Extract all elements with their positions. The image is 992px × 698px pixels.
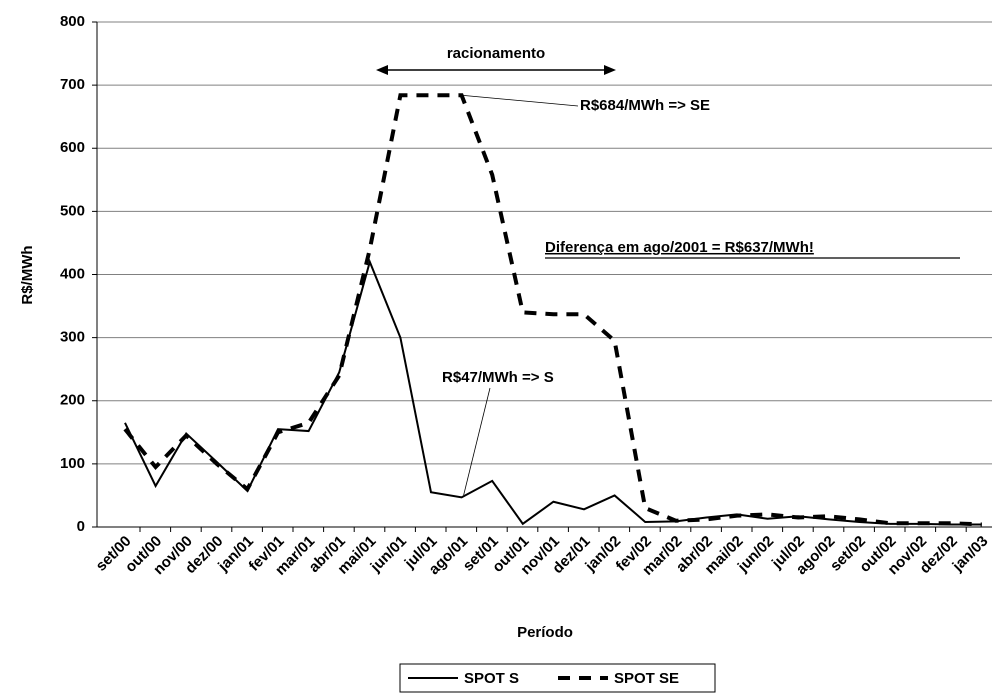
y-tick-label: 0 [77, 518, 85, 535]
leader-line [461, 94, 579, 107]
y-tick-label: 400 [60, 265, 85, 282]
annotation: Diferença em ago/2001 = R$637/MWh! [545, 239, 814, 256]
y-tick-label: 100 [60, 455, 85, 472]
annotation: racionamento [447, 45, 545, 62]
leader-line [463, 387, 491, 496]
y-axis-label: R$/MWh [19, 245, 36, 304]
series-line [123, 93, 982, 527]
y-tick-label: 800 [60, 13, 85, 30]
annotation: R$47/MWh => S [442, 369, 554, 386]
y-tick-label: 700 [60, 76, 85, 93]
arrow-head [604, 65, 616, 75]
y-tick-label: 500 [60, 202, 85, 219]
y-tick-label: 200 [60, 392, 85, 409]
series-line [124, 258, 982, 526]
y-tick-label: 300 [60, 329, 85, 346]
legend-label: SPOT S [464, 670, 519, 687]
y-tick-label: 600 [60, 139, 85, 156]
legend-label: SPOT SE [614, 670, 679, 687]
annotation: R$684/MWh => SE [580, 97, 710, 114]
arrow-head [376, 65, 388, 75]
x-axis-label: Período [517, 624, 573, 641]
